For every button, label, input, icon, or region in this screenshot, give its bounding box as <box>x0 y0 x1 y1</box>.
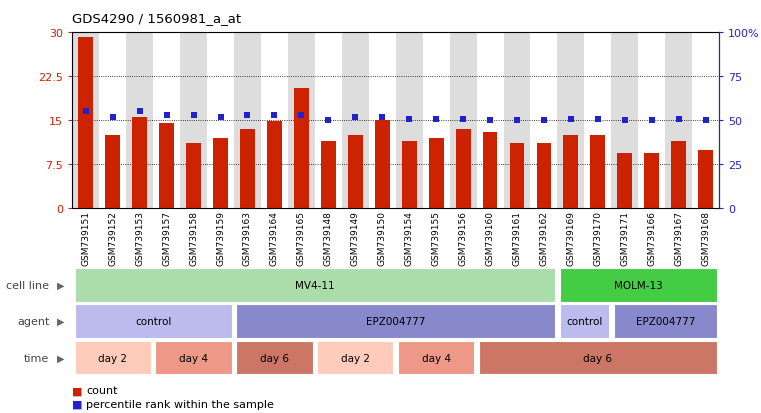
Bar <box>267 122 282 209</box>
Bar <box>591 135 605 209</box>
Bar <box>510 143 524 209</box>
Text: GDS4290 / 1560981_a_at: GDS4290 / 1560981_a_at <box>72 12 241 25</box>
Bar <box>665 33 693 209</box>
Bar <box>348 135 363 209</box>
Text: day 4: day 4 <box>179 353 208 363</box>
Bar <box>537 143 552 209</box>
Bar <box>261 33 288 209</box>
Bar <box>563 135 578 209</box>
Text: day 6: day 6 <box>260 353 289 363</box>
Text: day 2: day 2 <box>98 353 127 363</box>
Bar <box>342 33 369 209</box>
Bar <box>321 142 336 209</box>
Text: cell line: cell line <box>6 280 49 290</box>
Bar <box>207 33 234 209</box>
Bar <box>402 142 416 209</box>
Bar <box>294 89 309 209</box>
Text: day 4: day 4 <box>422 353 451 363</box>
Bar <box>450 33 476 209</box>
Bar <box>132 118 147 209</box>
Bar <box>369 33 396 209</box>
Bar <box>288 33 315 209</box>
Bar <box>240 130 255 209</box>
Text: control: control <box>566 316 603 326</box>
Bar <box>671 142 686 209</box>
Text: MOLM-13: MOLM-13 <box>614 280 663 290</box>
Bar <box>428 139 444 209</box>
Bar <box>315 33 342 209</box>
Text: MV4-11: MV4-11 <box>295 280 335 290</box>
Text: ▶: ▶ <box>57 280 65 290</box>
Bar <box>105 135 120 209</box>
Text: day 2: day 2 <box>341 353 370 363</box>
Text: ■: ■ <box>72 385 83 395</box>
Bar <box>99 33 126 209</box>
Bar <box>530 33 558 209</box>
Bar <box>180 33 207 209</box>
Text: agent: agent <box>17 316 49 326</box>
Text: time: time <box>24 353 49 363</box>
Bar <box>476 33 504 209</box>
Text: ■: ■ <box>72 399 83 409</box>
Text: EPZ004777: EPZ004777 <box>635 316 695 326</box>
Bar <box>584 33 611 209</box>
Bar <box>611 33 638 209</box>
Text: ▶: ▶ <box>57 353 65 363</box>
Bar <box>617 153 632 209</box>
Bar <box>186 143 201 209</box>
Bar <box>153 33 180 209</box>
Bar <box>213 139 228 209</box>
Bar <box>78 38 93 209</box>
Bar <box>504 33 530 209</box>
Bar <box>645 153 659 209</box>
Text: ▶: ▶ <box>57 316 65 326</box>
Text: percentile rank within the sample: percentile rank within the sample <box>86 399 274 409</box>
Bar <box>699 150 713 209</box>
Text: count: count <box>86 385 117 395</box>
Bar <box>396 33 422 209</box>
Bar <box>126 33 153 209</box>
Bar <box>422 33 450 209</box>
Text: control: control <box>135 316 171 326</box>
Text: EPZ004777: EPZ004777 <box>366 316 425 326</box>
Bar <box>234 33 261 209</box>
Bar <box>558 33 584 209</box>
Bar <box>159 124 174 209</box>
Bar <box>693 33 719 209</box>
Bar <box>482 133 498 209</box>
Bar <box>375 121 390 209</box>
Bar <box>456 130 470 209</box>
Bar <box>638 33 665 209</box>
Text: day 6: day 6 <box>584 353 613 363</box>
Bar <box>72 33 99 209</box>
